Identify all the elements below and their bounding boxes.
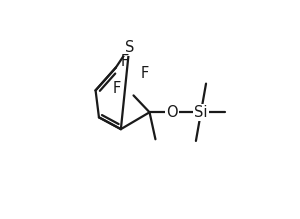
Text: F: F <box>112 81 121 96</box>
Text: F: F <box>121 54 129 69</box>
Text: O: O <box>167 105 178 120</box>
Text: F: F <box>140 66 148 81</box>
Text: Si: Si <box>194 105 208 120</box>
Text: S: S <box>124 40 134 55</box>
